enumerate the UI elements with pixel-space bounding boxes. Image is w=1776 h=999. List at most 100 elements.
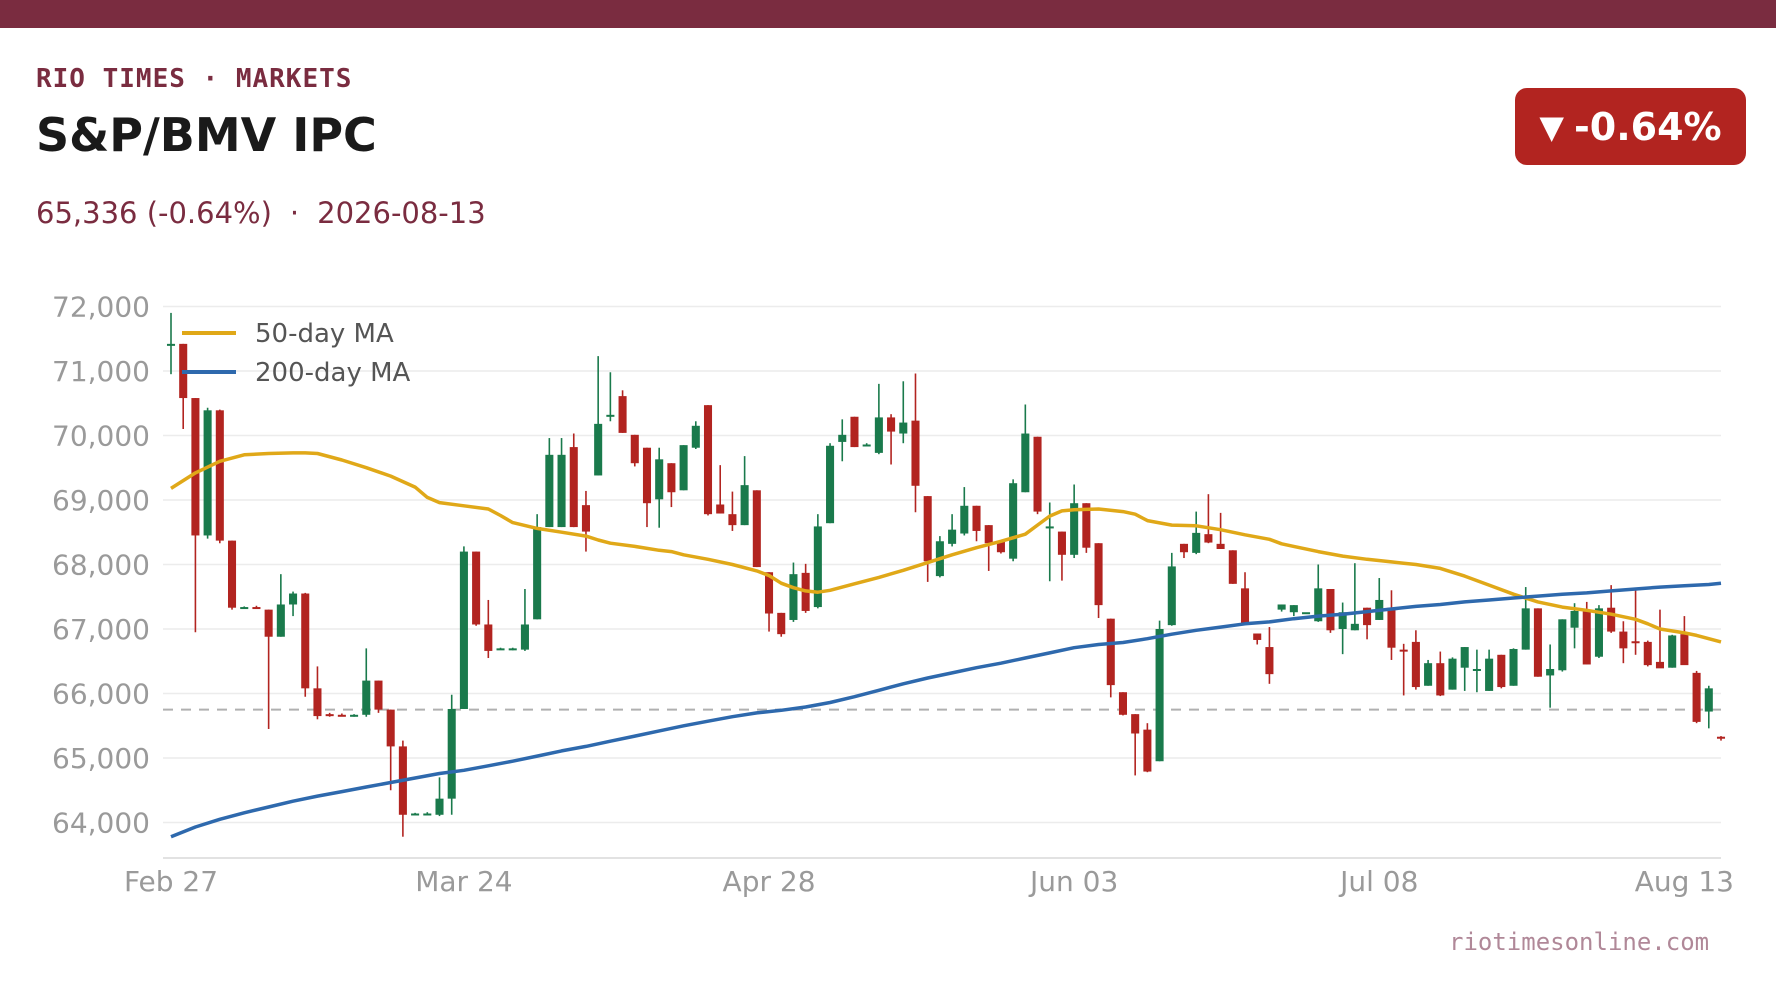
candle-body: [1363, 607, 1372, 626]
candle-body: [313, 688, 322, 717]
candle-body: [1240, 588, 1250, 625]
candle-body: [1179, 543, 1189, 553]
candle-body: [1594, 608, 1603, 657]
candle-body: [642, 447, 652, 504]
candle-body: [325, 714, 334, 717]
y-tick-label: 67,000: [52, 613, 150, 646]
y-tick-label: 69,000: [52, 484, 150, 517]
candle-body: [972, 505, 981, 531]
ma50-line: [170, 451, 1722, 644]
y-tick-label: 72,000: [52, 290, 150, 323]
candle-body: [484, 624, 493, 651]
candle-body: [166, 343, 176, 346]
candle-body: [1704, 688, 1713, 712]
candle-body: [911, 420, 920, 486]
candle-body: [1314, 588, 1323, 622]
candle-body: [1399, 649, 1408, 652]
candle-body: [1716, 736, 1726, 739]
candle-body: [520, 624, 529, 650]
candle-body: [1668, 635, 1677, 668]
x-tick-label: Jul 08: [1338, 865, 1418, 898]
price-subline: 65,336 (-0.64%) · 2026-08-13: [36, 196, 486, 230]
candle-body: [435, 798, 444, 815]
candle-body: [472, 551, 481, 625]
candle-body: [374, 680, 383, 710]
candle-body: [215, 410, 224, 541]
top-accent-bar: [0, 0, 1776, 28]
candle-body: [569, 447, 578, 528]
candle-body: [594, 423, 603, 476]
candle-body: [423, 813, 432, 816]
candle-body: [606, 414, 615, 417]
down-triangle-icon: ▼: [1539, 107, 1564, 146]
candle-body: [874, 417, 883, 453]
candle-body: [1509, 648, 1518, 686]
x-tick-label: Feb 27: [124, 865, 218, 898]
candle-body: [1472, 668, 1481, 671]
candle-body: [203, 410, 212, 536]
candle-body: [691, 425, 700, 448]
candle-body: [1143, 729, 1152, 772]
candle-body: [1277, 604, 1286, 610]
x-tick-label: Mar 24: [415, 865, 512, 898]
candle-body: [1253, 633, 1262, 640]
candle-body: [728, 514, 737, 526]
candle-body: [301, 593, 310, 689]
candle-body: [1155, 628, 1164, 762]
candle-body: [1411, 641, 1420, 688]
candle-body: [264, 609, 273, 637]
candle-body: [1558, 619, 1567, 671]
candle-body: [862, 444, 871, 447]
candle-body: [1192, 532, 1201, 553]
candle-body: [508, 648, 517, 651]
candle-body: [1106, 618, 1115, 686]
candle-body: [557, 454, 566, 528]
candle-body: [716, 504, 725, 514]
candle-body: [899, 422, 908, 434]
candle-body: [813, 526, 822, 608]
candle-body: [411, 813, 420, 816]
candle-body: [1338, 612, 1347, 629]
candle-body: [1350, 623, 1359, 631]
brand-label: RIO TIMES · MARKETS: [36, 64, 353, 94]
candle-body: [1265, 647, 1274, 675]
candle-body: [1167, 566, 1176, 626]
y-tick-label: 66,000: [52, 678, 150, 711]
candle-body: [533, 527, 542, 620]
candle-body: [1497, 654, 1506, 688]
candle-body: [948, 529, 957, 544]
y-tick-label: 71,000: [52, 355, 150, 388]
y-tick-label: 70,000: [52, 419, 150, 452]
candle-body: [923, 496, 932, 562]
candle-body: [826, 445, 835, 524]
x-tick-label: Apr 28: [723, 865, 816, 898]
candle-body: [191, 398, 200, 536]
candle-body: [227, 540, 237, 608]
candle-body: [1289, 605, 1298, 613]
y-tick-label: 64,000: [52, 807, 150, 840]
candle-body: [1424, 663, 1433, 686]
candle-body: [1009, 483, 1018, 559]
candle-body: [1436, 663, 1445, 696]
candle-body: [1692, 672, 1701, 722]
candle-body: [1680, 634, 1689, 666]
legend-label: 200-day MA: [255, 358, 411, 388]
change-badge: ▼ -0.64%: [1515, 88, 1746, 165]
candle-body: [276, 604, 285, 637]
candle-body: [667, 463, 676, 493]
ma200-line: [170, 581, 1722, 839]
candle-body: [1448, 658, 1457, 690]
candle-body: [350, 714, 359, 717]
candle-body: [1521, 608, 1530, 650]
candle-body: [752, 490, 761, 568]
candle-body: [960, 505, 969, 534]
candle-body: [1228, 550, 1237, 584]
candle-body: [996, 540, 1005, 553]
candle-body: [1057, 531, 1066, 555]
candle-body: [850, 416, 859, 448]
candle-body: [1045, 526, 1054, 529]
legend-label: 50-day MA: [255, 319, 394, 349]
candle-body: [1533, 608, 1542, 677]
y-tick-label: 65,000: [52, 742, 150, 775]
candle-body: [1070, 503, 1079, 555]
